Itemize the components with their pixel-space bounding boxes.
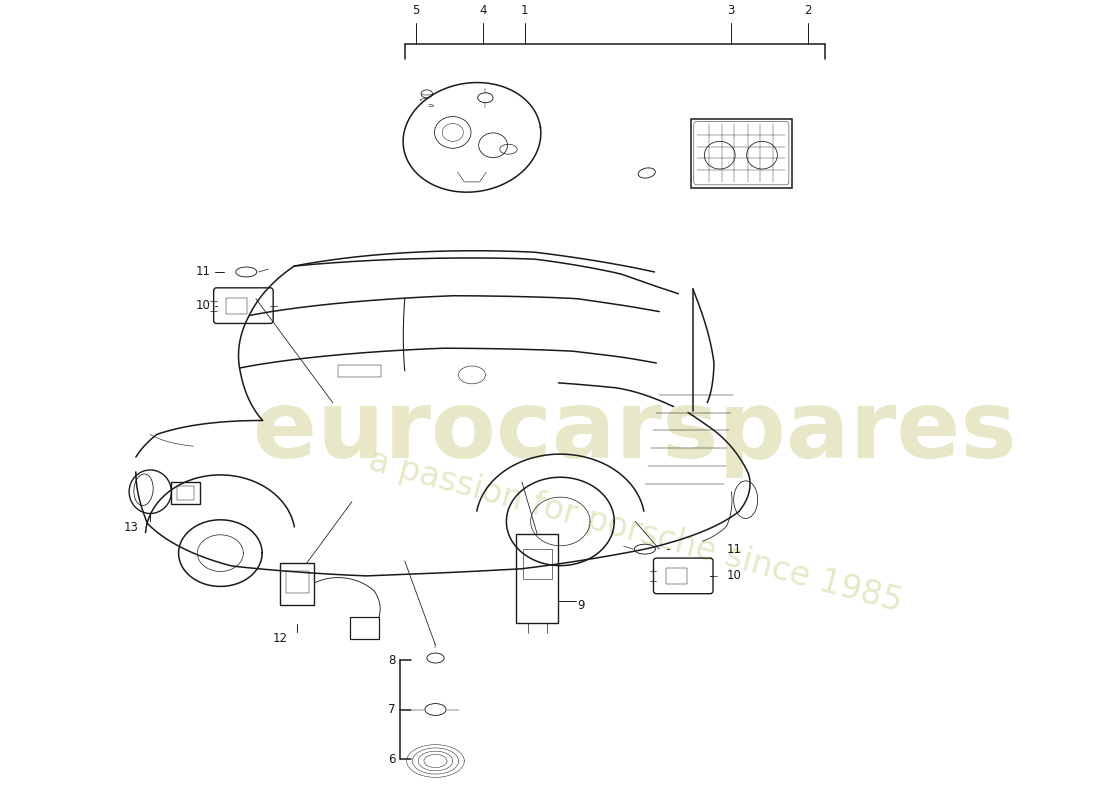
Text: 1: 1 (521, 3, 528, 17)
Bar (172, 482, 200, 504)
Text: 3: 3 (727, 3, 735, 17)
Text: 4: 4 (480, 3, 487, 17)
Bar (516, 534, 559, 623)
Text: 9: 9 (578, 599, 585, 612)
Text: 8: 8 (388, 654, 395, 666)
Bar (522, 549, 552, 579)
Text: 11: 11 (196, 266, 211, 278)
Text: 2: 2 (804, 3, 812, 17)
Text: 12: 12 (273, 632, 287, 646)
Text: 5: 5 (412, 3, 420, 17)
Bar (279, 563, 315, 605)
Bar (177, 486, 195, 500)
Bar (666, 568, 688, 584)
Text: 13: 13 (123, 522, 139, 534)
Text: 11: 11 (726, 542, 741, 556)
Text: 10: 10 (726, 570, 741, 582)
Bar (338, 365, 381, 377)
Text: a passion for porsche since 1985: a passion for porsche since 1985 (365, 444, 905, 618)
Bar (286, 571, 309, 593)
Text: 6: 6 (387, 753, 395, 766)
Bar (227, 298, 248, 314)
Text: 10: 10 (196, 299, 211, 312)
Bar (691, 118, 792, 188)
Text: 7: 7 (387, 703, 395, 716)
Bar (350, 618, 378, 639)
Text: eurocarspares: eurocarspares (253, 386, 1018, 478)
